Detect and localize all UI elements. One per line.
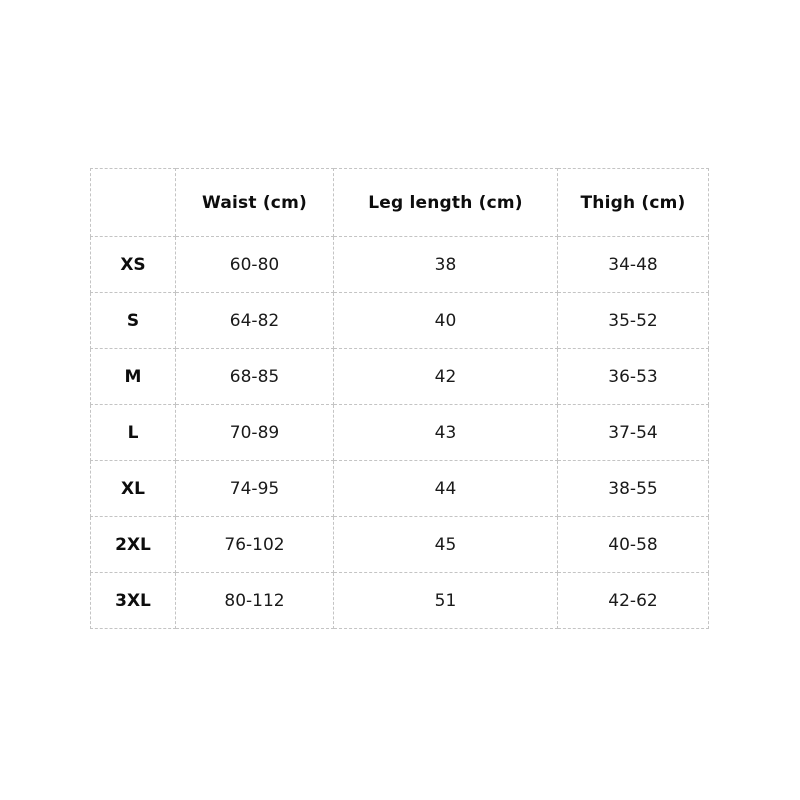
table-row: M 68-85 42 36-53 (90, 348, 709, 405)
cell-waist: 68-85 (175, 348, 334, 405)
row-header-size: 2XL (90, 516, 176, 573)
table-row: 3XL 80-112 51 42-62 (90, 572, 709, 629)
cell-leg-length: 43 (333, 404, 558, 461)
row-header-size: L (90, 404, 176, 461)
row-header-size: 3XL (90, 572, 176, 629)
row-header-size: S (90, 292, 176, 349)
cell-leg-length: 45 (333, 516, 558, 573)
cell-waist: 64-82 (175, 292, 334, 349)
cell-leg-length: 44 (333, 460, 558, 517)
size-chart-container: Waist (cm) Leg length (cm) Thigh (cm) XS… (90, 168, 709, 629)
row-header-size: M (90, 348, 176, 405)
cell-thigh: 42-62 (557, 572, 709, 629)
table-row: S 64-82 40 35-52 (90, 292, 709, 349)
table-row: 2XL 76-102 45 40-58 (90, 516, 709, 573)
row-header-size: XS (90, 236, 176, 293)
cell-thigh: 36-53 (557, 348, 709, 405)
cell-thigh: 37-54 (557, 404, 709, 461)
cell-thigh: 34-48 (557, 236, 709, 293)
column-header-leg-length: Leg length (cm) (333, 168, 558, 237)
cell-leg-length: 38 (333, 236, 558, 293)
cell-thigh: 35-52 (557, 292, 709, 349)
cell-waist: 74-95 (175, 460, 334, 517)
cell-thigh: 38-55 (557, 460, 709, 517)
table-header-row: Waist (cm) Leg length (cm) Thigh (cm) (90, 168, 709, 237)
column-header-thigh: Thigh (cm) (557, 168, 709, 237)
table-corner-cell (90, 168, 176, 237)
cell-leg-length: 51 (333, 572, 558, 629)
table-row: XL 74-95 44 38-55 (90, 460, 709, 517)
cell-waist: 76-102 (175, 516, 334, 573)
cell-waist: 70-89 (175, 404, 334, 461)
cell-thigh: 40-58 (557, 516, 709, 573)
cell-leg-length: 42 (333, 348, 558, 405)
size-chart-table: Waist (cm) Leg length (cm) Thigh (cm) XS… (90, 168, 709, 629)
row-header-size: XL (90, 460, 176, 517)
cell-waist: 80-112 (175, 572, 334, 629)
cell-waist: 60-80 (175, 236, 334, 293)
table-row: L 70-89 43 37-54 (90, 404, 709, 461)
cell-leg-length: 40 (333, 292, 558, 349)
column-header-waist: Waist (cm) (175, 168, 334, 237)
table-row: XS 60-80 38 34-48 (90, 236, 709, 293)
